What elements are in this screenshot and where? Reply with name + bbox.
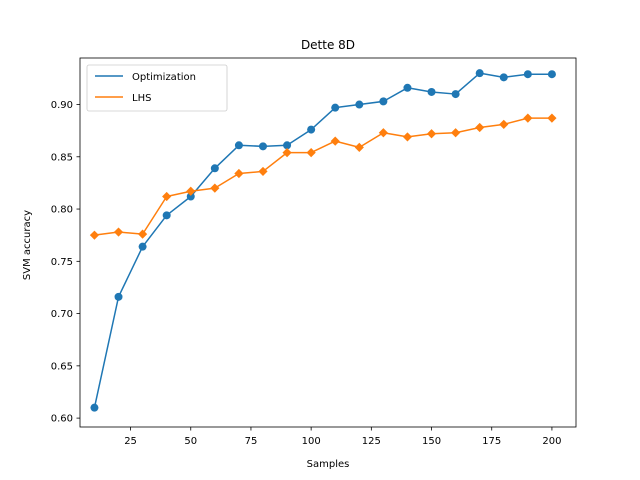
data-point-1-12 <box>378 128 388 138</box>
data-point-1-19 <box>547 113 557 123</box>
data-point-0-5 <box>210 164 219 173</box>
y-tick-label-4: 0.80 <box>51 205 73 216</box>
data-point-1-1 <box>113 227 124 237</box>
x-tick-label-4: 125 <box>362 436 381 447</box>
data-point-1-2 <box>138 229 148 239</box>
data-point-1-10 <box>330 136 340 146</box>
series-line-0 <box>93 72 552 408</box>
data-point-0-8 <box>283 141 292 150</box>
data-point-1-15 <box>451 128 461 138</box>
data-point-1-7 <box>258 166 268 177</box>
y-tick-label-0: 0.60 <box>51 414 73 425</box>
legend-label-0: Optimization <box>132 72 196 83</box>
series-line-1 <box>94 117 552 236</box>
data-point-1-16 <box>475 122 485 133</box>
data-point-0-10 <box>331 103 340 112</box>
data-point-1-8 <box>282 148 292 158</box>
y-tick-label-5: 0.85 <box>51 152 73 163</box>
y-tick-label-1: 0.65 <box>51 361 73 372</box>
series-layer <box>89 69 557 412</box>
data-point-1-3 <box>162 191 172 202</box>
data-point-1-14 <box>426 129 437 139</box>
data-point-1-9 <box>306 148 316 158</box>
y-tick-label-3: 0.75 <box>51 257 73 268</box>
data-point-0-19 <box>547 70 556 79</box>
x-tick-label-3: 100 <box>302 436 321 447</box>
y-tick-label-2: 0.70 <box>51 309 73 320</box>
data-point-1-18 <box>523 113 533 123</box>
data-point-0-2 <box>138 242 147 251</box>
data-point-1-6 <box>234 168 244 179</box>
x-tick-label-6: 175 <box>482 436 501 447</box>
y-tick-label-6: 0.90 <box>51 100 73 111</box>
data-point-0-1 <box>114 292 123 301</box>
plot-frame <box>79 57 577 428</box>
x-axis-title: Samples <box>307 459 350 470</box>
data-point-0-3 <box>162 211 171 220</box>
legend: Optimization LHS <box>86 64 228 112</box>
data-point-0-14 <box>427 87 436 96</box>
x-tick-label-0: 25 <box>124 436 137 447</box>
x-tick-label-2: 75 <box>245 436 258 447</box>
data-point-0-16 <box>475 69 484 78</box>
data-point-0-0 <box>90 403 99 412</box>
data-point-1-13 <box>402 132 413 142</box>
data-point-1-17 <box>499 119 509 129</box>
data-point-0-6 <box>234 141 243 150</box>
data-point-0-12 <box>379 97 388 106</box>
data-point-1-11 <box>354 142 364 152</box>
data-point-1-0 <box>89 230 100 240</box>
y-axis-title: SVM accuracy <box>22 210 33 280</box>
data-point-0-13 <box>403 83 412 92</box>
data-point-0-4 <box>186 192 195 201</box>
legend-label-1: LHS <box>132 93 151 104</box>
x-tick-label-1: 50 <box>184 436 197 447</box>
data-point-1-4 <box>186 186 196 196</box>
x-tick-label-5: 150 <box>422 436 441 447</box>
data-point-0-17 <box>499 73 508 82</box>
data-point-0-11 <box>355 100 364 109</box>
data-point-0-7 <box>258 142 267 151</box>
data-point-0-18 <box>523 70 532 79</box>
chart-title: Dette 8D <box>301 38 355 52</box>
x-tick-label-7: 200 <box>542 436 561 447</box>
axes-layer: 25 50 75 100 125 150 175 200 0.60 0.65 0.70 0.75 0.8… <box>51 57 577 447</box>
data-point-0-15 <box>451 90 460 99</box>
data-point-0-9 <box>307 125 316 134</box>
data-point-1-5 <box>210 183 220 193</box>
